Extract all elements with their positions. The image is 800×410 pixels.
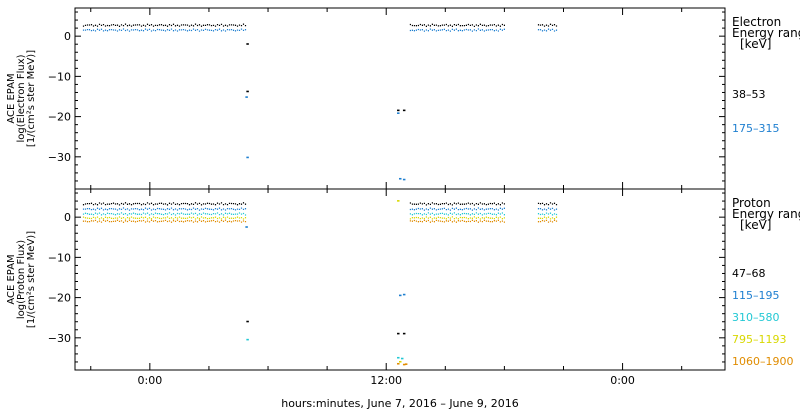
proton-series-3-segment xyxy=(82,216,247,220)
proton-series-0-segment xyxy=(409,202,505,206)
proton-series-0-segment xyxy=(82,202,247,206)
proton-series-1-point xyxy=(402,293,406,296)
electron-series-1-point xyxy=(402,178,406,181)
proton-legend-entry: 47–68 xyxy=(732,267,766,280)
proton-series-4-point xyxy=(402,363,406,366)
proton-legend-entry: 310–580 xyxy=(732,311,780,324)
proton-series-1-segment xyxy=(82,207,247,211)
proton-ytick-label: 0 xyxy=(64,211,71,224)
electron-series-1-segment xyxy=(409,28,505,32)
proton-series-1-segment xyxy=(537,207,558,211)
proton-series-2-segment xyxy=(82,212,247,216)
proton-ytick-label: −20 xyxy=(48,292,71,305)
electron-legend-title: Electron xyxy=(732,15,781,29)
electron-series-1-point xyxy=(245,96,248,98)
electron-series-1-point xyxy=(397,112,400,114)
proton-series-1-segment xyxy=(409,207,505,211)
electron-series-0-point xyxy=(246,43,249,45)
electron-series-1-point xyxy=(246,156,249,159)
proton-series-0-point xyxy=(402,332,406,335)
electron-panel-frame xyxy=(74,7,726,190)
electron-series-0-segment xyxy=(82,23,247,27)
proton-ytick-label: −10 xyxy=(48,251,71,264)
electron-series-1-segment xyxy=(82,28,247,32)
electron-series-0-point xyxy=(397,109,400,112)
electron-legend-title: [keV] xyxy=(740,37,771,51)
proton-series-2-segment xyxy=(537,212,558,216)
electron-series-0-point xyxy=(402,109,406,112)
proton-series-3-segment xyxy=(537,216,558,220)
proton-series-2-segment xyxy=(409,212,505,216)
proton-ylabel-line: ACE EPAM xyxy=(6,254,17,304)
proton-series-4-point xyxy=(397,362,400,365)
proton-series-3-segment xyxy=(409,216,505,220)
electron-series-1-segment xyxy=(537,28,558,32)
proton-series-2-point xyxy=(246,338,249,341)
proton-legend-entry: 795–1193 xyxy=(732,333,787,346)
x-axis-label: hours:minutes, June 7, 2016 – June 9, 20… xyxy=(281,397,519,410)
proton-series-0-point xyxy=(397,332,400,335)
proton-panel-frame xyxy=(74,188,726,371)
proton-series-2-point xyxy=(400,357,404,360)
electron-legend-title: Energy range xyxy=(732,26,800,40)
proton-legend-title: [keV] xyxy=(740,218,771,232)
proton-series-4-segment xyxy=(409,219,505,223)
proton-series-3-point xyxy=(397,200,400,202)
electron-ytick-label: −10 xyxy=(48,70,71,83)
electron-ylabel-line: ACE EPAM xyxy=(6,73,17,123)
proton-series-4-point xyxy=(404,363,408,365)
proton-series-0-segment xyxy=(537,202,558,206)
proton-ylabel-line: [1/(cm²s ster MeV)] xyxy=(26,231,37,328)
proton-ytick-label: −30 xyxy=(48,332,71,345)
proton-legend-entry: 1060–1900 xyxy=(732,355,794,368)
proton-series-3-point xyxy=(399,360,402,363)
electron-ylabel-line: [1/(cm²s ster MeV)] xyxy=(26,50,37,147)
electron-ytick-label: −30 xyxy=(48,151,71,164)
electron-legend-entry: 175–315 xyxy=(732,122,780,135)
electron-series-1-point xyxy=(399,177,402,180)
proton-legend-title: Energy range xyxy=(732,207,800,221)
xtick-label: 0:00 xyxy=(610,374,635,387)
proton-ylabel-line: log(Proton Flux) xyxy=(16,240,27,319)
electron-legend-entry: 38–53 xyxy=(732,88,766,101)
proton-series-4-segment xyxy=(82,219,247,223)
proton-series-2-point xyxy=(397,356,400,359)
electron-series-0-point xyxy=(246,90,249,93)
proton-series-4-segment xyxy=(537,219,558,223)
xtick-label: 0:00 xyxy=(137,374,162,387)
proton-series-1-point xyxy=(245,226,248,228)
electron-ytick-label: −20 xyxy=(48,111,71,124)
electron-series-0-segment xyxy=(537,23,558,27)
proton-series-1-point xyxy=(399,294,402,297)
xtick-label: 12:00 xyxy=(370,374,402,387)
electron-series-0-segment xyxy=(409,23,505,28)
proton-legend-title: Proton xyxy=(732,196,771,210)
electron-ylabel-line: log(Electron Flux) xyxy=(16,54,27,142)
proton-legend-entry: 115–195 xyxy=(732,289,780,302)
electron-ytick-label: 0 xyxy=(64,30,71,43)
proton-series-0-point xyxy=(246,320,249,323)
